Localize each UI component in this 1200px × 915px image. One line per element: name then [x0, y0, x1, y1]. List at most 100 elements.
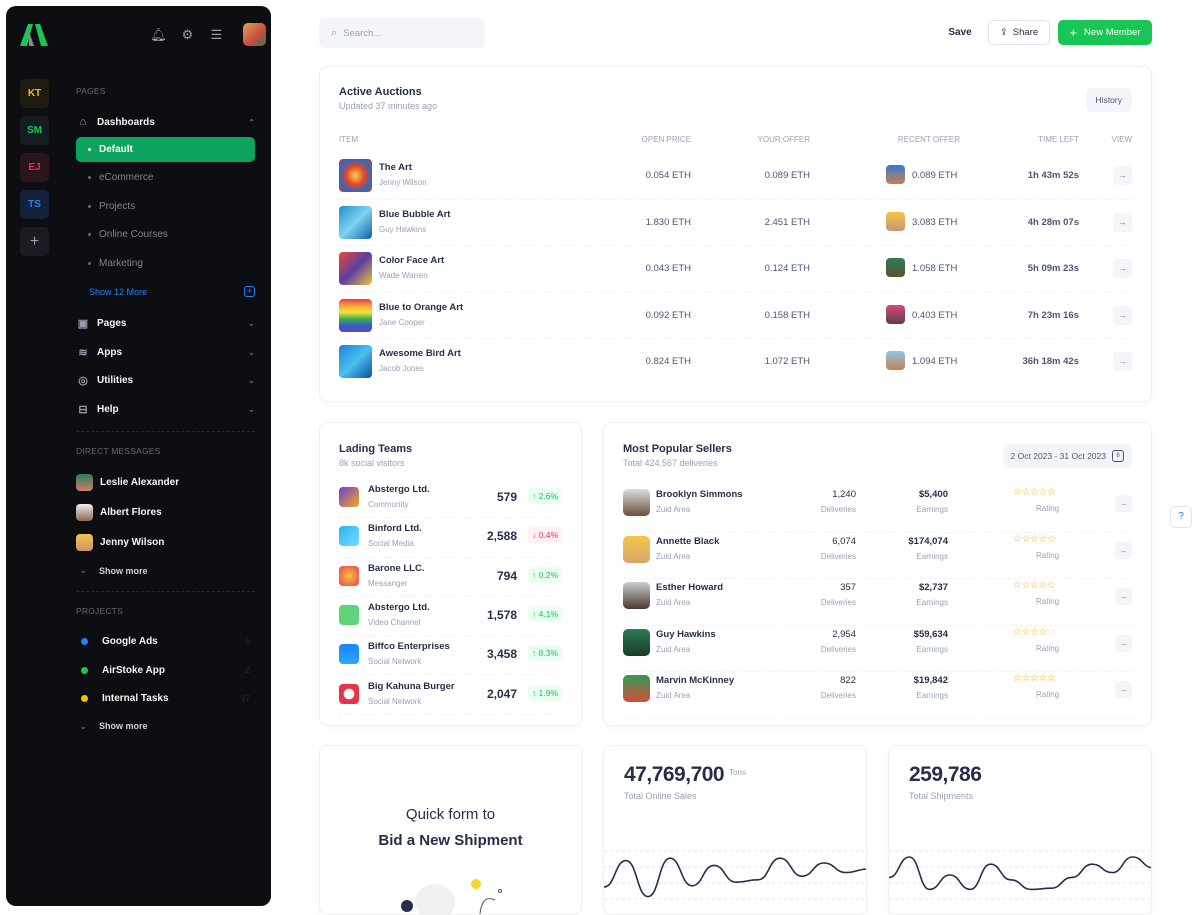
star-icon: ☆: [1021, 487, 1030, 498]
team-name[interactable]: Abstergo Ltd.: [368, 601, 430, 613]
direct-message-item[interactable]: Jenny Wilson: [76, 528, 255, 558]
project-item[interactable]: Internal Tasks 37: [76, 685, 255, 714]
team-name[interactable]: Biffco Enterprises: [368, 641, 450, 653]
view-arrow-button[interactable]: →: [1115, 634, 1132, 652]
workspace-avatar[interactable]: KT: [20, 79, 49, 108]
star-icon: ☆: [1038, 487, 1047, 498]
artwork-thumbnail[interactable]: [339, 205, 372, 239]
workspace-avatar[interactable]: SM: [20, 116, 49, 145]
artwork-name[interactable]: Blue Bubble Art: [379, 208, 451, 220]
history-button[interactable]: History: [1085, 88, 1132, 112]
workspace-add-button[interactable]: +: [20, 227, 49, 256]
team-name[interactable]: Barone LLC.: [368, 562, 425, 574]
seller-name[interactable]: Guy Hawkins: [656, 628, 716, 640]
star-icon: ☆: [1021, 673, 1030, 684]
projects-show-more[interactable]: ⌄ Show more: [76, 713, 255, 739]
your-offer: 0.124 ETH: [764, 263, 810, 274]
sidebar-item[interactable]: ▣ Pages ⌄: [76, 310, 255, 339]
project-count: 6: [245, 637, 250, 647]
seller-row: Annette Black Zuid Area 6,074 Deliveries…: [623, 533, 1132, 579]
artwork-name[interactable]: Blue to Orange Art: [379, 301, 464, 313]
online-sales-unit: Tons: [729, 768, 747, 777]
quick-form-card[interactable]: Quick form to Bid a New Shipment: [319, 745, 582, 915]
direct-message-item[interactable]: Leslie Alexander: [76, 468, 255, 498]
save-button[interactable]: Save: [948, 27, 972, 38]
view-arrow-button[interactable]: →: [1115, 588, 1132, 605]
app-logo[interactable]: [20, 24, 48, 46]
sidebar-subitem[interactable]: Projects: [76, 192, 255, 221]
project-label: Google Ads: [102, 636, 158, 648]
seller-name[interactable]: Annette Black: [656, 535, 720, 547]
seller-area: Zuid Area: [656, 598, 691, 607]
star-icon: ☆: [1046, 673, 1056, 684]
seller-avatar: [623, 535, 650, 563]
sidebar-subitem[interactable]: Marketing: [76, 249, 255, 278]
share-button[interactable]: ⇪ Share: [988, 20, 1050, 45]
view-arrow-button[interactable]: →: [1113, 259, 1132, 278]
project-item[interactable]: AirStoke App 2: [76, 656, 255, 685]
chevron-down-icon: ⌄: [80, 566, 87, 575]
workspace-avatar[interactable]: EJ: [20, 153, 49, 182]
team-name[interactable]: Big Kahuna Burger: [368, 680, 455, 692]
artwork-thumbnail[interactable]: [339, 252, 372, 285]
notification-bell-icon[interactable]: 🔔︎: [150, 26, 167, 42]
online-sales-sparkline: [604, 850, 866, 900]
project-label: Internal Tasks: [102, 693, 169, 705]
plus-icon[interactable]: +: [244, 286, 255, 297]
column-header: TIME LEFT: [1038, 135, 1079, 144]
seller-name[interactable]: Brooklyn Simmons: [656, 489, 743, 500]
artwork-name[interactable]: Color Face Art: [379, 255, 445, 266]
change-value: 0.2%: [538, 569, 558, 580]
star-icon: ☆: [1046, 533, 1056, 545]
sidebar-subitem[interactable]: Default: [76, 136, 255, 162]
seller-name[interactable]: Marvin McKinney: [656, 675, 735, 686]
view-arrow-button[interactable]: →: [1115, 541, 1132, 559]
team-name[interactable]: Abstergo Ltd.: [368, 484, 430, 495]
chevron-up-icon: ⌃: [248, 117, 255, 127]
view-arrow-button[interactable]: →: [1113, 305, 1132, 325]
show-more-pages-link[interactable]: Show 12 More +: [76, 278, 255, 306]
help-button[interactable]: ?: [1170, 506, 1192, 528]
artwork-thumbnail[interactable]: [339, 345, 372, 378]
open-price: 0.092 ETH: [645, 309, 691, 321]
open-price: 0.054 ETH: [645, 170, 691, 181]
sidebar-subitem[interactable]: eCommerce: [76, 164, 255, 193]
shipments-value: 259,786: [909, 763, 982, 786]
dm-show-more[interactable]: ⌄ Show more: [76, 558, 255, 584]
artwork-thumbnail[interactable]: [339, 298, 372, 332]
view-arrow-button[interactable]: →: [1113, 166, 1132, 185]
project-item[interactable]: Google Ads 6: [76, 628, 255, 657]
seller-area: Zuid Area: [656, 691, 691, 700]
direct-message-item[interactable]: Albert Flores: [76, 498, 255, 528]
sidebar-item[interactable]: ◎ Utilities ⌄: [76, 367, 255, 396]
new-member-button[interactable]: + New Member: [1058, 20, 1152, 45]
artwork-name[interactable]: Awesome Bird Art: [379, 348, 461, 359]
team-name[interactable]: Binford Ltd.: [368, 523, 422, 535]
sidebar-item[interactable]: ⊟ Help ⌄: [76, 395, 255, 424]
settings-gear-icon[interactable]: ⚙︎: [181, 26, 194, 42]
workspace-avatar[interactable]: TS: [20, 190, 49, 219]
star-icon: ☆: [1013, 487, 1022, 498]
chat-icon[interactable]: ☰: [210, 26, 223, 42]
seller-name[interactable]: Esther Howard: [656, 582, 724, 593]
artwork-thumbnail[interactable]: [339, 159, 372, 192]
view-arrow-button[interactable]: →: [1115, 495, 1132, 512]
team-row: Abstergo Ltd. Video Channel 1,578 ↑ 4.1%: [339, 597, 562, 637]
sidebar-subitem[interactable]: Online Courses: [76, 221, 255, 250]
pinterest-icon: [339, 683, 359, 704]
user-avatar[interactable]: [243, 23, 266, 46]
view-arrow-button[interactable]: →: [1115, 681, 1132, 698]
show-more-label: Show more: [99, 721, 148, 731]
layers-icon: ≋: [78, 346, 88, 359]
star-icon: ☆: [1013, 673, 1022, 684]
open-price: 0.043 ETH: [645, 263, 691, 274]
artwork-name[interactable]: The Art: [379, 162, 412, 173]
search-input[interactable]: ⌕ Search...: [319, 18, 485, 48]
sidebar-item-dashboards[interactable]: ⌂ Dashboards ⌃: [76, 108, 255, 137]
recent-offer: 1.094 ETH: [912, 356, 958, 367]
date-range-picker[interactable]: 2 Oct 2023 - 31 Oct 2023 8: [1002, 444, 1132, 468]
view-arrow-button[interactable]: →: [1113, 212, 1132, 232]
sidebar-item[interactable]: ≋ Apps ⌄: [76, 338, 255, 367]
view-arrow-button[interactable]: →: [1113, 352, 1132, 371]
seller-avatar: [623, 489, 650, 516]
